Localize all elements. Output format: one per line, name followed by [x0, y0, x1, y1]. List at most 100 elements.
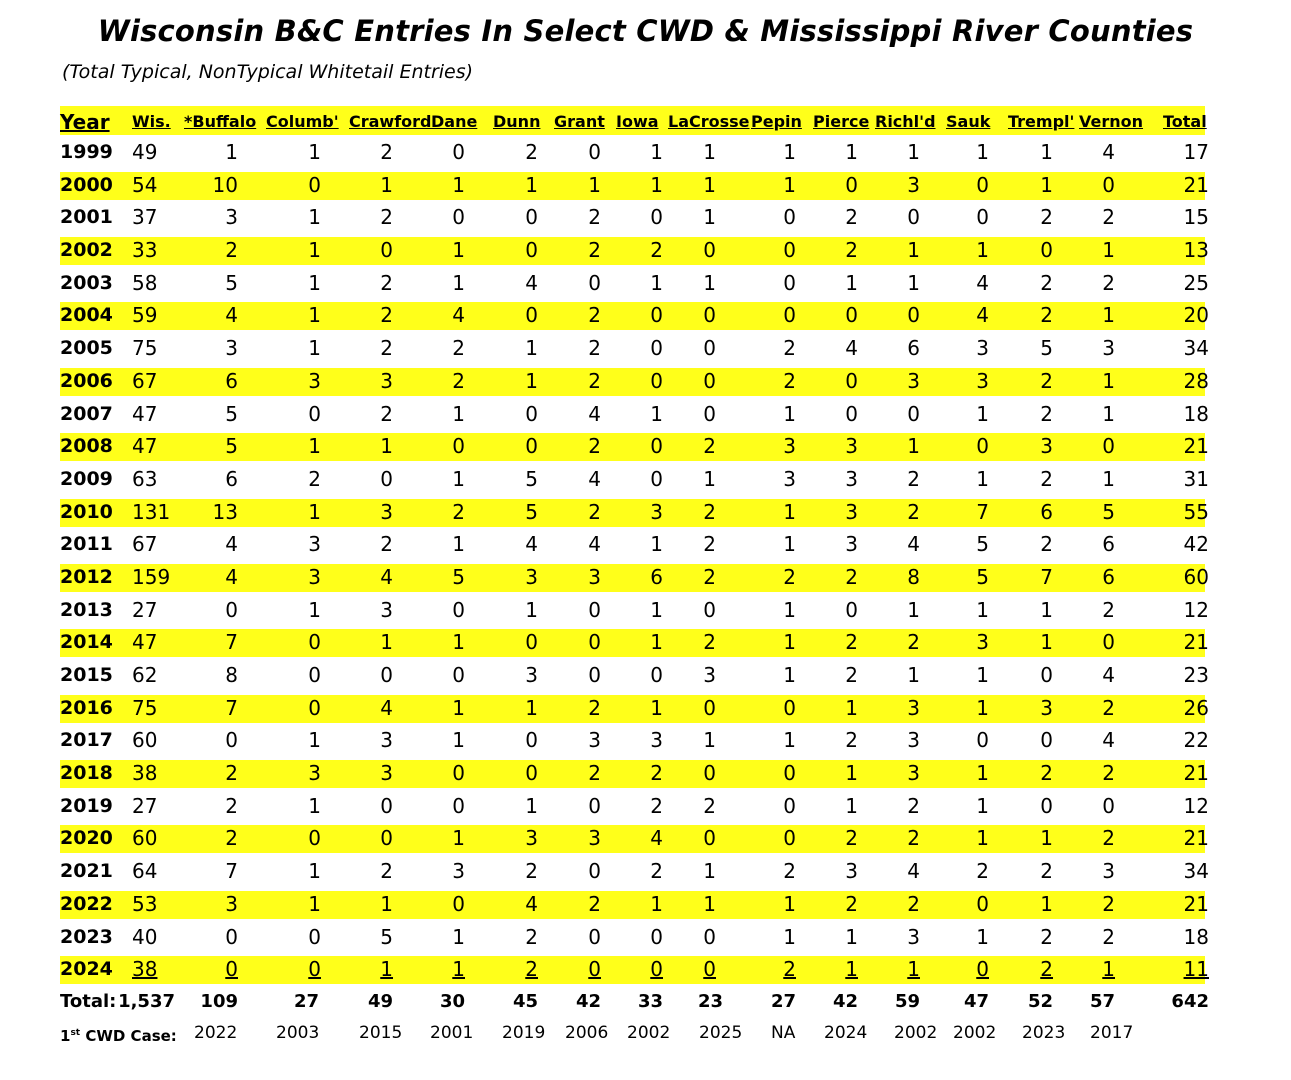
value-cell: 3	[380, 728, 393, 753]
value-cell: 0	[525, 761, 538, 786]
value-cell: 53	[132, 891, 158, 916]
value-cell: 0	[703, 826, 716, 851]
table-row: 2022 53 3 1 1 0 4 2 1 1 1 2 2 0 1 2 21	[60, 888, 1210, 921]
value-cell: 3	[1102, 336, 1115, 361]
value-cell: 0	[380, 238, 393, 263]
value-cell: 49	[132, 140, 158, 164]
value-cell: 0	[703, 303, 716, 328]
table-row: 2003 58 5 1 2 1 4 0 1 1 0 1 1 4 2 2 25	[60, 267, 1210, 300]
value-cell: 1	[783, 172, 796, 197]
value-cell: 1	[976, 826, 989, 851]
value-cell: 0	[976, 434, 989, 459]
value-cell: 1	[308, 140, 321, 164]
value-cell: 60	[132, 826, 158, 851]
value-cell: 25	[1183, 270, 1209, 295]
year-cell: 2014	[60, 631, 113, 654]
value-cell: 7	[1040, 564, 1053, 589]
value-cell: 2	[703, 564, 716, 589]
value-cell: 0	[588, 859, 601, 884]
value-cell: 4	[380, 564, 393, 589]
value-cell: 6	[1040, 499, 1053, 524]
value-cell: 0	[1102, 434, 1115, 459]
value-cell: 2	[907, 891, 920, 916]
value-cell: 1	[525, 172, 538, 197]
table-row: 2009 63 6 2 0 1 5 4 0 1 3 3 2 1 2 1 31	[60, 463, 1210, 496]
table-header-row: Year Wis. *Buffalo Columb' Crawford Dane Dunn G…	[60, 104, 1210, 136]
value-cell: 1	[308, 793, 321, 818]
value-cell: 0	[845, 597, 858, 622]
table-row: 2007 47 5 0 2 1 0 4 1 0 1 0 0 1 2 1 18	[60, 398, 1210, 431]
value-cell: 6	[907, 336, 920, 361]
value-cell: 1	[1040, 891, 1053, 916]
year-cell: 2015	[60, 664, 113, 686]
cwd-label-superscript: st	[70, 1027, 81, 1038]
value-cell: 1	[907, 270, 920, 295]
value-cell: 2	[703, 499, 716, 524]
value-cell: 2	[650, 761, 663, 786]
value-cell: 1	[976, 238, 989, 263]
value-cell: 0	[845, 172, 858, 197]
value-cell: 38	[132, 761, 158, 786]
value-cell: 3	[907, 368, 920, 393]
value-cell: 55	[1183, 499, 1209, 524]
value-cell: 1	[845, 270, 858, 295]
column-header: LaCrosse	[668, 112, 750, 131]
table-row: 2013 27 0 1 3 0 1 0 1 0 1 0 1 1 1 2 12	[60, 594, 1210, 627]
year-cell: 2013	[60, 598, 113, 621]
total-cell: 33	[637, 990, 663, 1012]
value-cell: 6	[225, 466, 238, 491]
value-cell: 1	[308, 336, 321, 361]
value-cell: 2	[1040, 859, 1053, 884]
year-cell: 2000	[60, 173, 113, 196]
value-cell: 47	[132, 630, 158, 655]
year-cell: 2001	[60, 206, 113, 229]
value-cell: 3	[225, 205, 238, 230]
value-cell: 2	[845, 891, 858, 916]
value-cell: 0	[588, 924, 601, 949]
value-cell: 3	[525, 663, 538, 687]
value-cell: 1	[845, 761, 858, 786]
value-cell: 2	[1040, 401, 1053, 426]
value-cell: 1	[783, 630, 796, 655]
value-cell: 0	[783, 270, 796, 295]
column-header: Vernon	[1079, 112, 1144, 131]
value-cell: 0	[588, 630, 601, 655]
value-cell: 0	[380, 793, 393, 818]
value-cell: 1	[783, 401, 796, 426]
value-cell: 3	[845, 532, 858, 557]
value-cell: 0	[703, 761, 716, 786]
year-cell: 2022	[60, 892, 113, 915]
value-cell: 13	[1183, 238, 1209, 263]
value-cell: 1	[703, 859, 716, 884]
table-row: 2008 47 5 1 1 0 0 2 0 2 3 3 1 0 3 0 21	[60, 430, 1210, 463]
value-cell: 0	[588, 140, 601, 164]
value-cell: 2	[1040, 205, 1053, 230]
value-cell: 1	[380, 172, 393, 197]
value-cell: 3	[308, 564, 321, 589]
value-cell: 2	[1102, 761, 1115, 786]
highlight-band	[60, 106, 1205, 135]
column-header: Dane	[431, 112, 478, 131]
value-cell: 6	[1102, 564, 1115, 589]
value-cell: 0	[783, 238, 796, 263]
value-cell: 1	[976, 924, 989, 949]
table-row: 2024 38 0 0 1 1 2 0 0 0 2 1 1 0 2 1 11	[60, 953, 1210, 986]
value-cell: 3	[907, 761, 920, 786]
table-row: 2020 60 2 0 0 1 3 3 4 0 0 2 2 1 1 2 21	[60, 822, 1210, 855]
value-cell: 4	[1102, 140, 1115, 164]
year-cell: 2003	[60, 271, 113, 294]
table-row: 2018 38 2 3 3 0 0 2 2 0 0 1 3 1 2 2 21	[60, 757, 1210, 790]
value-cell: 1	[1102, 466, 1115, 491]
value-cell: 60	[1183, 564, 1209, 589]
value-cell: 2	[1040, 924, 1053, 949]
value-cell: 2	[907, 826, 920, 851]
value-cell: 2	[1040, 761, 1053, 786]
value-cell: 31	[1183, 466, 1209, 491]
value-cell: 0	[650, 368, 663, 393]
value-cell: 4	[225, 303, 238, 328]
table-row: 2010 131 13 1 3 2 5 2 3 2 1 3 2 7 6 5 55	[60, 496, 1210, 529]
highlight-band	[60, 563, 1205, 592]
value-cell: 6	[225, 368, 238, 393]
value-cell: 0	[1040, 793, 1053, 818]
value-cell: 4	[225, 564, 238, 589]
